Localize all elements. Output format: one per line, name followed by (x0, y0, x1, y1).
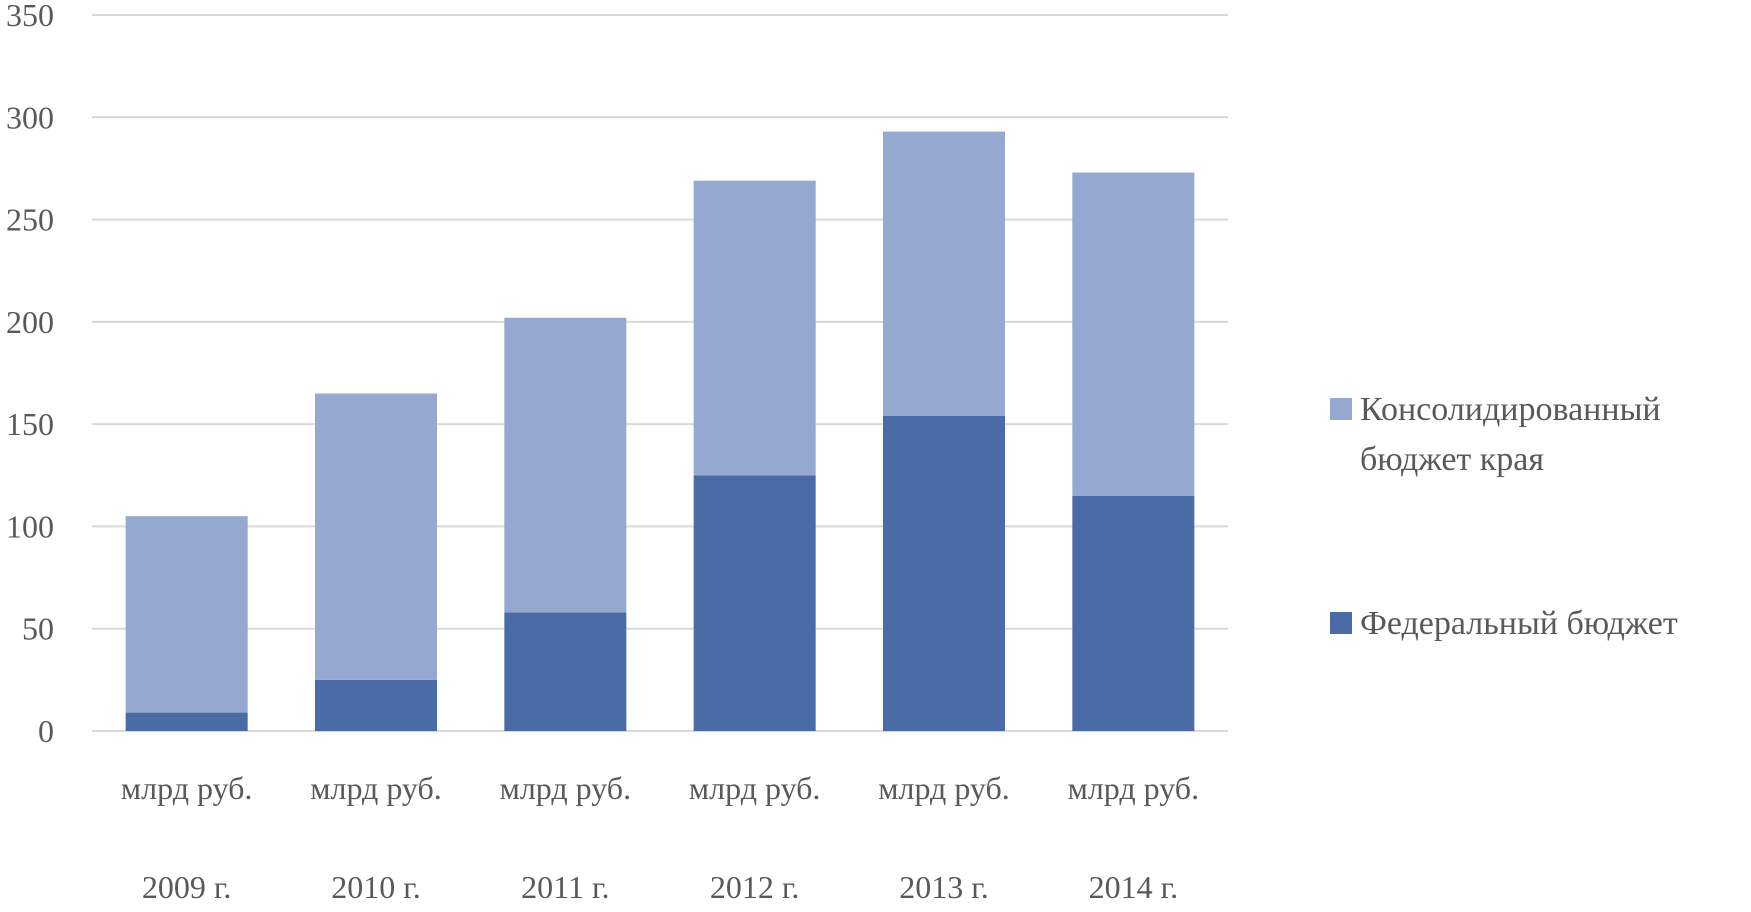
y-tick-label: 250 (6, 202, 54, 238)
y-tick-label: 150 (6, 406, 54, 442)
y-tick-label: 100 (6, 508, 54, 544)
bar-segment-regional-0 (125, 516, 248, 713)
y-tick-label: 50 (22, 611, 54, 647)
y-tick-label: 350 (6, 0, 54, 33)
bar-segment-regional-3 (693, 180, 816, 476)
legend-swatch-regional (1330, 398, 1352, 420)
bar-segment-regional-4 (883, 131, 1005, 416)
x-category-unit-label: млрд руб. (878, 770, 1010, 806)
bar-segment-federal-2 (504, 612, 627, 731)
x-category-year-label: 2012 г. (710, 869, 800, 905)
x-category-unit-label: млрд руб. (1068, 770, 1200, 806)
bar-segment-regional-5 (1072, 172, 1195, 496)
x-category-year-label: 2011 г. (521, 869, 609, 905)
legend-label: Федеральный бюджет (1360, 605, 1678, 642)
bar-segment-federal-5 (1072, 495, 1195, 731)
x-category-unit-label: млрд руб. (310, 770, 442, 806)
x-category-year-label: 2009 г. (142, 869, 232, 905)
legend-label: бюджет края (1360, 441, 1544, 478)
x-category-year-label: 2010 г. (331, 869, 421, 905)
x-category-year-label: 2014 г. (1089, 869, 1179, 905)
bar-segment-federal-1 (315, 679, 437, 731)
bar-segment-regional-2 (504, 317, 627, 613)
y-tick-label: 0 (38, 713, 54, 749)
legend-swatch-federal (1330, 612, 1352, 634)
x-category-unit-label: млрд руб. (689, 770, 821, 806)
x-category-unit-label: млрд руб. (500, 770, 632, 806)
legend-label: Консолидированный (1360, 391, 1661, 428)
x-category-unit-label: млрд руб. (121, 770, 253, 806)
bar-segment-federal-0 (125, 712, 248, 731)
bar-segment-regional-1 (315, 393, 437, 680)
bar-segment-federal-4 (883, 415, 1005, 731)
x-category-year-label: 2013 г. (899, 869, 989, 905)
y-tick-label: 200 (6, 304, 54, 340)
bar-segment-federal-3 (693, 475, 816, 731)
y-tick-label: 300 (6, 99, 54, 135)
